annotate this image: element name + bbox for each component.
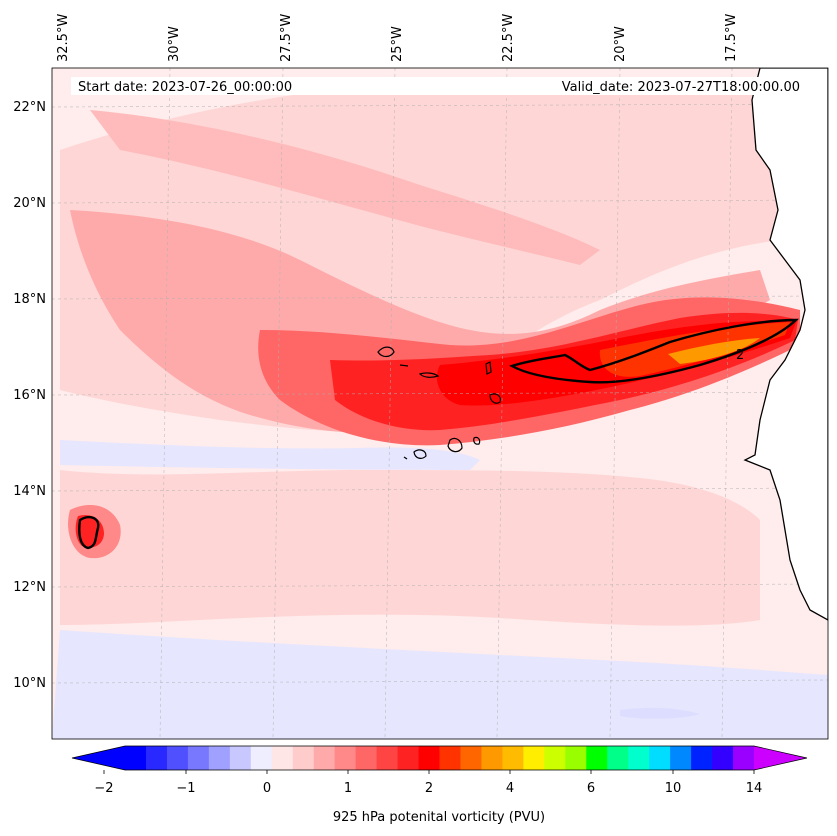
colorbar-extend-low: [72, 746, 125, 770]
lon-label: 30°W: [167, 26, 182, 62]
colorbar-segment: [439, 746, 461, 770]
colorbar-tick-label: −1: [176, 781, 195, 796]
lat-label: 14°N: [13, 484, 46, 499]
lat-label: 10°N: [13, 676, 46, 691]
gridlines: [52, 68, 828, 739]
colorbar-segment: [334, 746, 357, 770]
colorbar-segment: [481, 746, 503, 770]
colorbar: −2 −1 0 1 2 4 6 10 14 925 hPa potenital …: [71, 745, 808, 825]
colorbar-segment: [691, 746, 713, 770]
colorbar-segment: [712, 746, 734, 770]
colorbar-segment: [670, 746, 692, 770]
pv-contour: [78, 318, 800, 550]
colorbar-segment: [187, 746, 210, 770]
coastline-africa: [743, 68, 828, 621]
colorbar-segment: [208, 746, 231, 770]
colorbar-tick-label: 2: [425, 781, 433, 796]
cape-verde-islands: [377, 346, 501, 460]
colorbar-segment: [733, 746, 755, 770]
colorbar-segment: [125, 746, 147, 770]
colorbar-segment: [607, 746, 629, 770]
colorbar-segment: [397, 746, 420, 770]
lat-label: 22°N: [13, 100, 46, 115]
pv-negative-3: [620, 707, 700, 719]
colorbar-extend-high: [754, 746, 807, 770]
colorbar-label: 925 hPa potenital vorticity (PVU): [333, 810, 545, 825]
colorbar-outline: [71, 745, 808, 771]
colorbar-segment: [271, 746, 294, 770]
colorbar-tick-label: 0: [263, 781, 271, 796]
colorbar-tick-label: 14: [746, 781, 763, 796]
colorbar-tick-label: 1: [344, 781, 352, 796]
colorbar-segment: [502, 746, 524, 770]
colorbar-segment: [628, 746, 650, 770]
colorbar-segment: [565, 746, 587, 770]
lat-label: 12°N: [13, 580, 46, 595]
colorbar-segment: [376, 746, 399, 770]
colorbar-segment: [229, 746, 252, 770]
colorbar-segment: [145, 746, 168, 770]
pv-field-light-south: [60, 470, 760, 626]
valid-date-text: Valid_date: 2023-07-27T18:00:00.00: [562, 80, 800, 95]
lon-labels: 32.5°W 30°W 27.5°W 25°W 22.5°W 20°W 17.5…: [56, 14, 739, 62]
contour-label: 2: [736, 348, 744, 363]
lon-label: 22.5°W: [501, 14, 516, 62]
map-panel: 2: [52, 68, 828, 739]
colorbar-segment: [544, 746, 566, 770]
colorbar-segment: [292, 746, 315, 770]
colorbar-tick-label: 4: [506, 781, 514, 796]
lon-label: 20°W: [613, 26, 628, 62]
pv-core-peak: [668, 338, 760, 364]
colorbar-ticks: [103, 770, 755, 774]
colorbar-segment: [250, 746, 273, 770]
colorbar-segment: [586, 746, 608, 770]
pv-negative-1: [60, 440, 480, 470]
lon-label: 25°W: [390, 26, 405, 62]
colorbar-segment: [460, 746, 482, 770]
colorbar-segment: [418, 746, 440, 770]
map-frame: [51, 67, 829, 740]
colorbar-segment: [166, 746, 189, 770]
lon-label: 27.5°W: [279, 14, 294, 62]
colorbar-segment: [523, 746, 545, 770]
lat-labels: 22°N 20°N 18°N 16°N 14°N 12°N 10°N: [13, 100, 46, 691]
lat-label: 16°N: [13, 388, 46, 403]
colorbar-segment: [649, 746, 671, 770]
colorbar-segments: [125, 746, 755, 770]
pv-field-medium-north: [90, 110, 600, 265]
lon-label: 32.5°W: [56, 14, 71, 62]
colorbar-tick-label: 6: [587, 781, 595, 796]
colorbar-tick-label: 10: [665, 781, 682, 796]
lat-label: 18°N: [13, 292, 46, 307]
lat-label: 20°N: [13, 196, 46, 211]
header-box: [71, 77, 808, 95]
lon-label: 17.5°W: [724, 14, 739, 62]
colorbar-segment: [355, 746, 378, 770]
start-date-text: Start date: 2023-07-26_00:00:00: [78, 80, 292, 95]
colorbar-segment: [313, 746, 336, 770]
colorbar-tick-label: −2: [94, 781, 113, 796]
